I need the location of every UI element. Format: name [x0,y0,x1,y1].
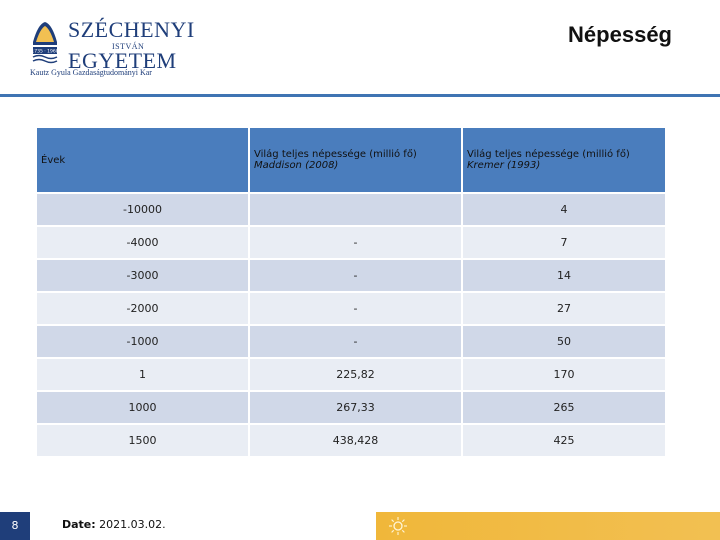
table-row: -1000 - 50 [37,326,665,357]
table-row: -2000 - 27 [37,293,665,324]
header-maddison: Világ teljes népessége (millió fő) Maddi… [250,128,461,192]
header-maddison-source: Maddison (2008) [254,160,339,171]
logo-text-istvan: ISTVÁN [112,42,145,51]
cell-maddison: 438,428 [250,425,461,456]
cell-kremer: 14 [463,260,665,291]
header-years-label: Évek [41,154,66,166]
header-kremer: Világ teljes népessége (millió fő) Kreme… [463,128,665,192]
cell-maddison: 267,33 [250,392,461,423]
cell-kremer: 50 [463,326,665,357]
slide-title: Népesség [568,22,672,47]
table-row: -4000 - 7 [37,227,665,258]
cell-kremer: 170 [463,359,665,390]
footer-accent-bar [376,512,720,540]
logo-text-egyetem: EGYETEM [68,48,177,73]
university-emblem-icon: 1735 · 1968 [30,20,60,64]
date-label: Date: [62,518,96,531]
table-row: 1 225,82 170 [37,359,665,390]
cell-year: -2000 [37,293,248,324]
cell-kremer: 4 [463,194,665,225]
cell-year: 1 [37,359,248,390]
cell-maddison: - [250,326,461,357]
university-logo: 1735 · 1968 SZÉCHENYI ISTVÁN EGYETEM Kau… [30,18,230,78]
footer-date: Date: 2021.03.02. [62,518,166,531]
cell-year: 1000 [37,392,248,423]
header-divider [0,94,720,97]
cell-kremer: 7 [463,227,665,258]
cell-maddison: - [250,260,461,291]
cell-kremer: 27 [463,293,665,324]
table-row: 1500 438,428 425 [37,425,665,456]
page-number: 8 [0,512,30,540]
logo-text-szechenyi: SZÉCHENYI [68,17,195,42]
table-header-row: Évek Világ teljes népessége (millió fő) … [37,128,665,192]
cell-year: -4000 [37,227,248,258]
svg-text:1735 · 1968: 1735 · 1968 [31,49,58,55]
cell-kremer: 425 [463,425,665,456]
cell-maddison: - [250,293,461,324]
cell-kremer: 265 [463,392,665,423]
logo-text-faculty: Kautz Gyula Gazdaságtudományi Kar [30,68,152,77]
population-table: Évek Világ teljes népessége (millió fő) … [35,126,667,458]
table-row: 1000 267,33 265 [37,392,665,423]
header-kremer-source: Kremer (1993) [467,160,541,171]
cell-maddison [250,194,461,225]
cell-year: 1500 [37,425,248,456]
date-value: 2021.03.02. [99,518,166,531]
cell-maddison: 225,82 [250,359,461,390]
header-years: Évek [37,128,248,192]
cell-year: -3000 [37,260,248,291]
cell-year: -10000 [37,194,248,225]
header-maddison-label: Világ teljes népessége (millió fő) [254,149,417,160]
header-kremer-label: Világ teljes népessége (millió fő) [467,149,630,160]
sun-emblem-icon [389,517,407,535]
cell-maddison: - [250,227,461,258]
table-row: -3000 - 14 [37,260,665,291]
cell-year: -1000 [37,326,248,357]
table-row: -10000 4 [37,194,665,225]
